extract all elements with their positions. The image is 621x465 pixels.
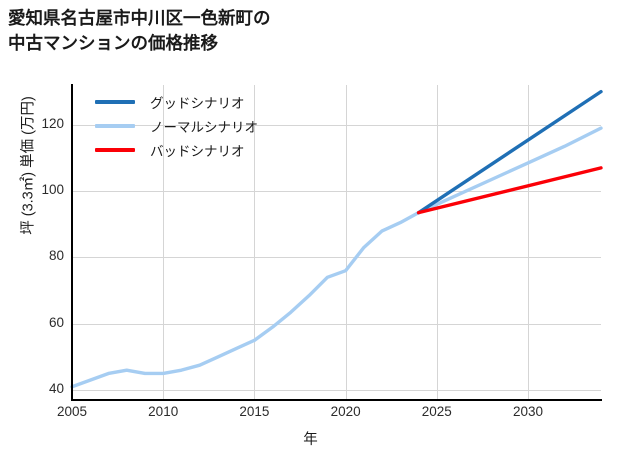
legend-item-bad[interactable]: バッドシナリオ [95,138,305,162]
legend-item-normal[interactable]: ノーマルシナリオ [95,114,305,138]
gridline-horizontal [72,125,601,126]
x-axis-title: 年 [303,432,318,448]
y-axis-tick-label: 40 [48,381,64,397]
gridline-horizontal [72,390,601,391]
line-good-scenario [416,89,603,215]
series-lines [70,89,603,389]
x-axis-tick-label: 2015 [239,404,270,419]
x-axis-tick-label: 2005 [56,404,88,419]
y-axis-tick-label: 80 [48,248,64,264]
y-axis-tick-label: 60 [48,314,64,330]
line-bad-scenario [416,166,603,215]
gridline-vertical [163,85,164,400]
legend-label-normal: ノーマルシナリオ [150,120,258,135]
y-axis-tick-label: 100 [41,182,64,198]
gridline-horizontal [72,324,601,325]
y-axis-title: 坪 (3.3㎡) 単価 (万円) [20,96,37,235]
legend-label-bad: バッドシナリオ [150,144,245,159]
legend-label-good: グッドシナリオ [150,96,245,111]
x-axis-tick-label: 2010 [148,404,179,419]
y-axis-tick-label: 120 [41,115,64,131]
gridline-vertical [346,85,347,400]
gridline-horizontal [72,257,601,258]
legend-item-good[interactable]: グッドシナリオ [95,90,305,114]
plot-area [70,85,603,400]
x-axis-tick-label: 2030 [513,404,544,419]
chart-legend: グッドシナリオ ノーマルシナリオ バッドシナリオ [95,90,305,162]
legend-swatch-normal [95,124,135,128]
x-axis-tick-label: 2020 [330,404,361,419]
page-title: 愛知県名古屋市中川区一色新町の 中古マンションの価格推移 [8,8,271,53]
y-axis-line [71,84,73,401]
gridline-vertical [528,85,529,400]
legend-swatch-good [95,100,135,104]
legend-swatch-bad [95,148,135,152]
gridline-horizontal [72,191,601,192]
line-normal-scenario [70,126,603,389]
gridline-vertical [254,85,255,400]
gridline-vertical [437,85,438,400]
x-axis-line [71,399,602,401]
x-axis-tick-label: 2025 [421,404,452,419]
